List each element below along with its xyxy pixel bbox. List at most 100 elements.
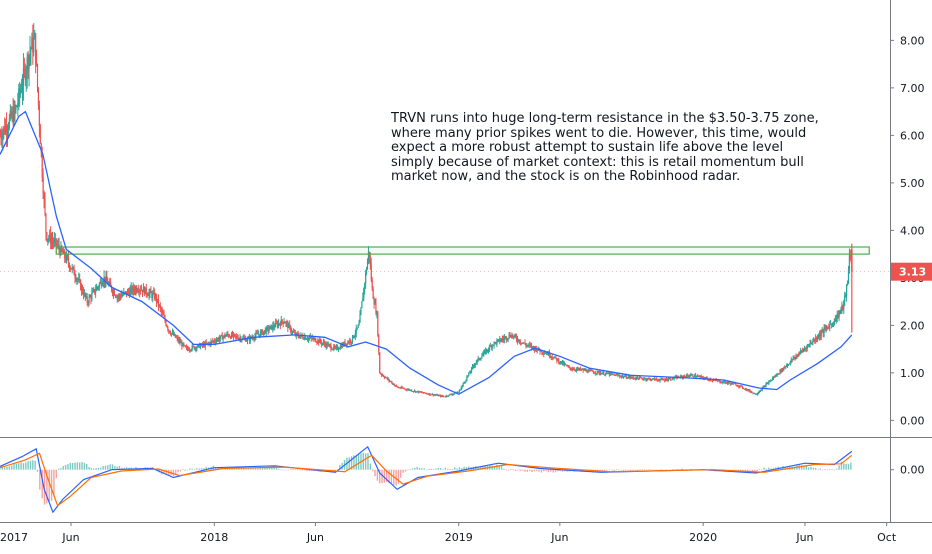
candle xyxy=(528,344,530,346)
candle xyxy=(495,342,497,344)
candle xyxy=(748,390,750,391)
candle xyxy=(846,285,848,297)
macd-bar xyxy=(34,460,36,470)
candle xyxy=(414,390,416,393)
macd-bar xyxy=(414,467,416,470)
macd-bar xyxy=(430,468,432,470)
candle xyxy=(155,295,158,302)
candle xyxy=(274,327,276,328)
candle xyxy=(73,267,75,276)
candle xyxy=(554,356,556,358)
candle xyxy=(610,373,612,374)
macd-bar xyxy=(653,469,655,471)
macd-bar xyxy=(498,465,500,470)
candle xyxy=(192,345,194,347)
candle xyxy=(567,365,569,367)
candle xyxy=(376,312,378,314)
candle xyxy=(680,375,682,378)
candle xyxy=(245,338,247,342)
candle xyxy=(347,341,349,345)
candle xyxy=(373,299,375,305)
candle xyxy=(464,381,466,383)
candle xyxy=(647,378,649,380)
candle xyxy=(480,358,482,360)
candle xyxy=(477,358,479,360)
macd-bar xyxy=(76,462,79,470)
candle xyxy=(57,244,59,246)
candle xyxy=(819,333,821,337)
macd-bar xyxy=(746,469,749,472)
candle xyxy=(565,364,567,366)
candle xyxy=(431,394,433,395)
candle xyxy=(429,393,431,395)
candle xyxy=(398,387,400,389)
macd-bar xyxy=(107,465,109,470)
candle xyxy=(32,37,34,53)
candle xyxy=(700,376,702,378)
candle xyxy=(117,296,119,298)
macd-bar xyxy=(660,469,662,470)
candle xyxy=(271,325,273,330)
candle xyxy=(48,238,50,239)
candle xyxy=(160,307,162,312)
candle xyxy=(642,378,644,380)
candle xyxy=(281,319,283,322)
candle xyxy=(306,339,309,340)
macd-bar xyxy=(379,469,381,484)
macd-bar xyxy=(831,469,833,470)
macd-bar xyxy=(620,469,622,471)
candle xyxy=(818,333,821,337)
candle xyxy=(212,340,214,342)
candle xyxy=(195,347,197,350)
candle xyxy=(93,289,95,291)
macd-bar xyxy=(301,469,304,471)
candle xyxy=(570,368,572,370)
candle xyxy=(45,213,47,233)
candle xyxy=(525,344,527,346)
candle xyxy=(413,390,415,392)
candle xyxy=(75,277,77,281)
macd-bar xyxy=(646,469,648,471)
candle xyxy=(825,327,827,329)
candle xyxy=(448,394,450,396)
candle xyxy=(357,325,359,328)
candle xyxy=(275,322,277,328)
time-tick-label: Jun xyxy=(61,531,79,544)
macd-bar xyxy=(371,469,374,472)
candle xyxy=(189,349,191,351)
candle xyxy=(8,117,10,128)
candle xyxy=(257,333,259,335)
candle xyxy=(176,337,178,339)
candle xyxy=(771,379,773,381)
candle xyxy=(461,385,463,388)
candle xyxy=(811,343,813,345)
candle xyxy=(494,342,496,343)
candle xyxy=(11,111,13,118)
candle xyxy=(848,254,851,270)
candle xyxy=(486,349,489,351)
candle xyxy=(475,362,477,364)
candle xyxy=(602,372,604,374)
candle xyxy=(491,344,493,348)
macd-bar xyxy=(1,466,4,470)
candle xyxy=(470,371,472,373)
time-tick-label: 2017 xyxy=(0,531,28,544)
candle xyxy=(96,287,99,288)
candle xyxy=(719,380,721,383)
macd-bar xyxy=(671,469,674,470)
candle xyxy=(403,388,405,390)
macd-bar xyxy=(517,469,519,471)
candle xyxy=(206,342,208,344)
time-tick-label: Oct xyxy=(877,531,897,544)
candle xyxy=(611,373,613,375)
candle xyxy=(832,323,835,325)
candle xyxy=(436,394,438,396)
macd-bar xyxy=(357,454,360,470)
macd-bar xyxy=(125,467,128,470)
candle xyxy=(696,376,699,377)
candle xyxy=(640,377,642,379)
macd-bar xyxy=(479,466,482,470)
candle xyxy=(396,386,399,388)
